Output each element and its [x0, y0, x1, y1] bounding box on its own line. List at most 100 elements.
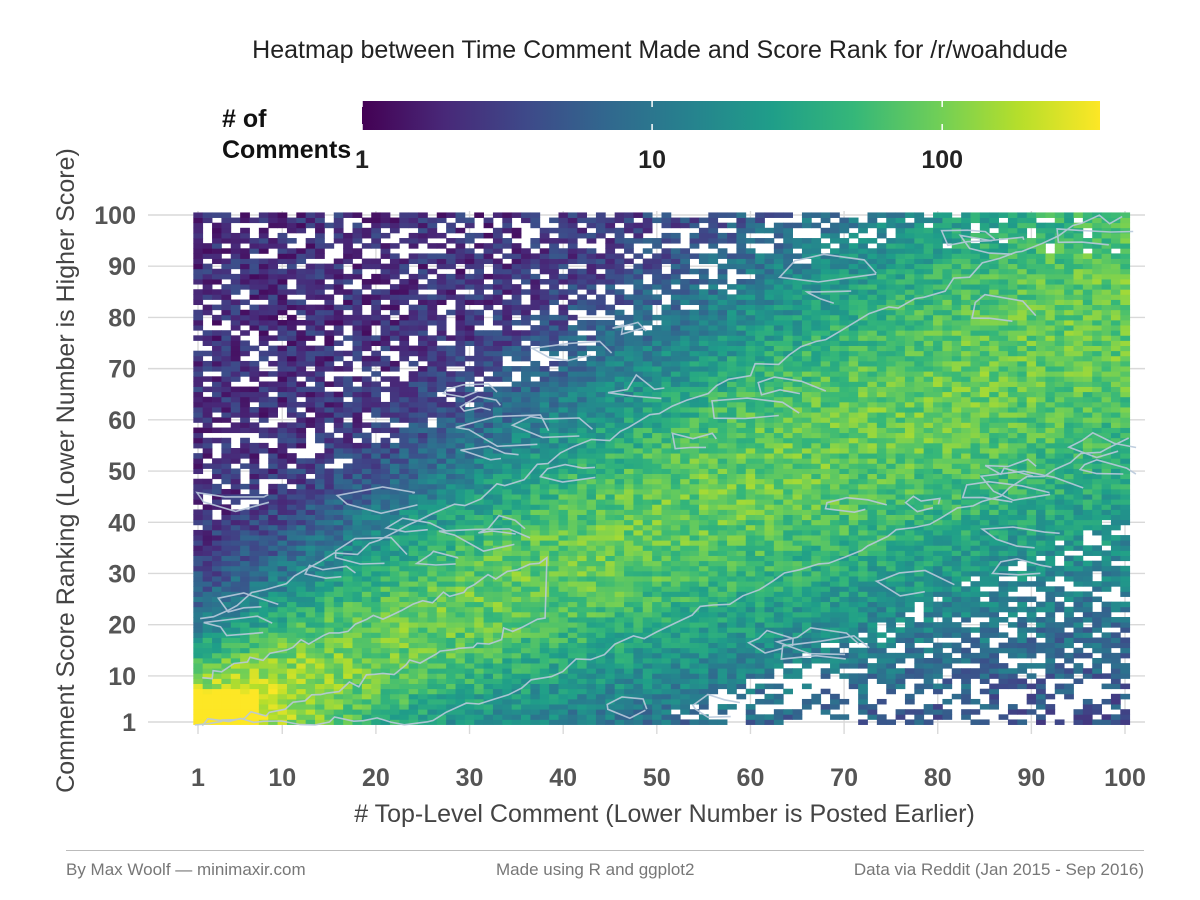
heatmap-cell	[305, 565, 316, 572]
heatmap-cell	[380, 473, 391, 480]
heatmap-cell	[193, 417, 204, 423]
heatmap-cell	[455, 238, 466, 244]
heatmap-cell	[511, 545, 522, 551]
heatmap-cell	[286, 494, 297, 500]
heatmap-cell	[277, 535, 288, 541]
heatmap-cell	[380, 622, 391, 628]
heatmap-cell	[286, 314, 297, 321]
heatmap-cell	[436, 704, 447, 710]
heatmap-cell	[221, 596, 232, 603]
heatmap-cell	[399, 279, 410, 285]
heatmap-cell	[399, 432, 410, 439]
heatmap-cell	[605, 453, 616, 459]
heatmap-cell	[502, 632, 513, 638]
heatmap-cell	[698, 330, 709, 336]
heatmap-cell	[474, 719, 484, 725]
heatmap-cell	[389, 217, 400, 224]
heatmap-cell	[680, 693, 690, 700]
heatmap-cell	[689, 499, 700, 505]
heatmap-cell	[286, 570, 297, 577]
heatmap-cell	[614, 611, 625, 618]
heatmap-cell	[324, 540, 335, 546]
heatmap-cell	[324, 652, 335, 659]
heatmap-cell	[670, 458, 681, 464]
heatmap-cell	[595, 417, 606, 423]
heatmap-cell	[286, 591, 297, 597]
heatmap-cell	[277, 232, 288, 239]
heatmap-cell	[268, 284, 278, 290]
heatmap-cell	[240, 217, 250, 224]
heatmap-cell	[521, 509, 531, 515]
heatmap-cell	[352, 340, 363, 346]
heatmap-cell	[483, 304, 494, 311]
heatmap-cell	[418, 371, 428, 377]
heatmap-cell	[605, 586, 616, 592]
heatmap-cell	[277, 222, 288, 229]
heatmap-cell	[343, 509, 353, 515]
heatmap-cell	[324, 693, 335, 700]
heatmap-cell	[446, 504, 456, 510]
heatmap-cell	[408, 555, 419, 562]
heatmap-cell	[202, 509, 213, 515]
heatmap-cell	[212, 499, 222, 505]
heatmap-cell	[624, 319, 634, 326]
heatmap-cell	[249, 258, 260, 265]
heatmap-cell	[230, 514, 241, 521]
heatmap-cell	[492, 345, 503, 352]
heatmap-cell	[521, 632, 531, 638]
heatmap-cell	[567, 565, 578, 572]
heatmap-cell	[502, 601, 513, 608]
heatmap-cell	[436, 212, 447, 218]
heatmap-cell	[249, 514, 260, 521]
heatmap-cell	[605, 714, 616, 720]
heatmap-cell	[502, 514, 513, 521]
heatmap-cell	[539, 253, 550, 259]
heatmap-cell	[399, 453, 410, 459]
heatmap-cell	[539, 581, 550, 587]
heatmap-cell	[249, 448, 260, 454]
heatmap-cell	[624, 611, 634, 618]
heatmap-cell	[446, 238, 456, 244]
heatmap-cell	[652, 284, 662, 290]
heatmap-cell	[352, 581, 363, 587]
heatmap-cell	[277, 555, 288, 562]
heatmap-cell	[343, 678, 353, 684]
heatmap-cell	[455, 448, 466, 454]
heatmap-cell	[427, 627, 438, 633]
heatmap-cell	[193, 632, 204, 638]
heatmap-cell	[305, 704, 316, 710]
heatmap-cell	[436, 319, 447, 326]
heatmap-cell	[464, 258, 475, 265]
heatmap-cell	[530, 478, 541, 485]
heatmap-cell	[427, 427, 438, 434]
heatmap-cell	[680, 453, 690, 459]
heatmap-cell	[436, 253, 447, 259]
heatmap-cell	[595, 340, 606, 346]
heatmap-cell	[642, 698, 653, 705]
heatmap-cell	[389, 453, 400, 459]
heatmap-cell	[689, 683, 700, 690]
heatmap-cell	[277, 504, 288, 510]
heatmap-cell	[642, 468, 653, 475]
heatmap-cell	[305, 642, 316, 649]
heatmap-cell	[352, 524, 363, 531]
heatmap-cell	[558, 560, 569, 567]
heatmap-cell	[230, 299, 241, 306]
heatmap-cell	[389, 360, 400, 367]
heatmap-cell	[399, 330, 410, 336]
heatmap-cell	[549, 622, 559, 628]
heatmap-cell	[642, 637, 653, 644]
heatmap-cell	[268, 279, 278, 285]
heatmap-cell	[511, 673, 522, 679]
heatmap-cell	[539, 381, 550, 387]
heatmap-cell	[698, 535, 709, 541]
heatmap-cell	[380, 596, 391, 603]
heatmap-cell	[521, 606, 531, 613]
heatmap-cell	[240, 565, 250, 572]
heatmap-cell	[268, 529, 278, 536]
heatmap-cell	[249, 458, 260, 464]
heatmap-cell	[296, 289, 307, 295]
heatmap-cell	[614, 458, 625, 464]
heatmap-cell	[240, 514, 250, 521]
heatmap-cell	[661, 545, 672, 551]
